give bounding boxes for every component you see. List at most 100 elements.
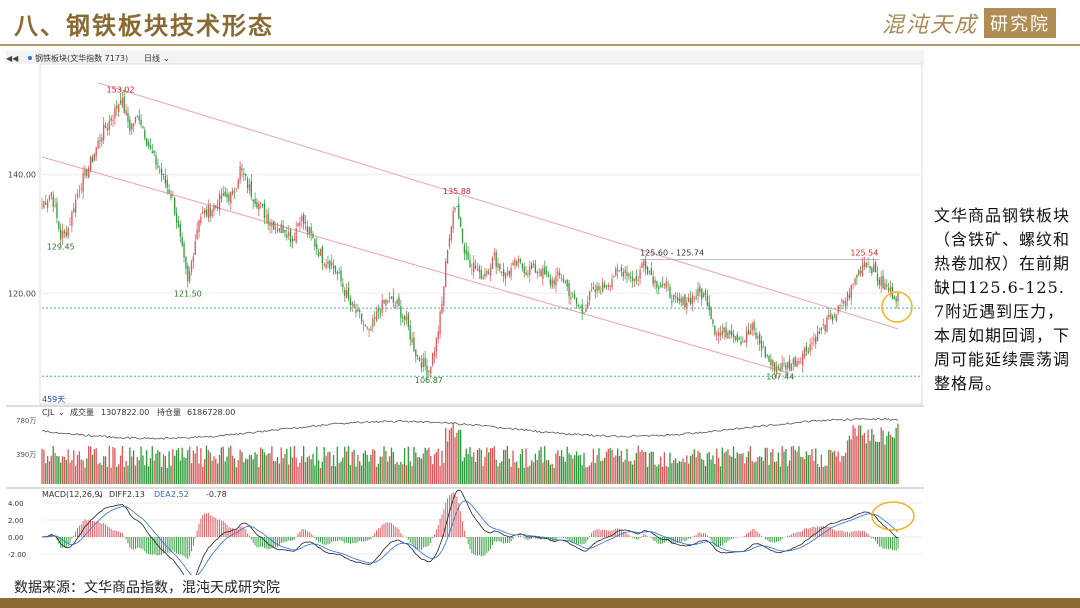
volume-bar xyxy=(878,441,880,484)
volume-bar xyxy=(486,447,488,484)
volume-bar xyxy=(738,453,740,484)
candle-body xyxy=(286,234,288,238)
volume-bar xyxy=(104,456,107,484)
candle-body xyxy=(230,192,232,204)
candle-body xyxy=(310,227,312,234)
volume-indicator-name[interactable]: CJL xyxy=(42,408,55,417)
volume-bar xyxy=(659,456,662,484)
candle-body xyxy=(273,221,275,230)
candle-body xyxy=(413,337,415,351)
volume-bar xyxy=(224,461,226,484)
chevron-down-icon[interactable]: ⌄ xyxy=(163,54,170,63)
volume-bar xyxy=(766,447,768,484)
candle-body xyxy=(863,262,866,267)
candle-body xyxy=(820,327,823,331)
volume-bar xyxy=(852,425,854,484)
volume-bar xyxy=(845,452,847,484)
candle-body xyxy=(146,137,148,146)
volume-bar xyxy=(717,457,720,484)
volume-bar xyxy=(465,448,467,484)
candle-body xyxy=(781,363,783,370)
volume-bar xyxy=(551,463,553,484)
volume-bar xyxy=(680,461,682,484)
candle-body xyxy=(671,300,673,303)
candle-body xyxy=(385,299,387,306)
volume-bar xyxy=(669,452,671,484)
candle-body xyxy=(387,300,389,303)
candle-body xyxy=(514,259,516,266)
candle-body xyxy=(581,304,583,313)
logo-script: 混沌天成 xyxy=(881,13,978,38)
volume-bar xyxy=(286,448,288,484)
candle-body xyxy=(140,120,142,125)
toolbar-icon[interactable]: ◀◀ xyxy=(6,54,19,63)
volume-bar xyxy=(265,455,267,484)
peak-label: 125.54 xyxy=(850,248,878,257)
candle-body xyxy=(602,282,604,292)
candle-body xyxy=(129,119,131,131)
volume-bar xyxy=(138,460,140,484)
volume-bar xyxy=(155,453,157,484)
macd-name[interactable]: MACD(12,26,9) xyxy=(42,490,103,499)
volume-bar xyxy=(136,457,138,484)
volume-bar xyxy=(217,463,219,484)
volume-bar xyxy=(355,466,357,484)
volume-bar xyxy=(770,451,772,484)
volume-bar xyxy=(856,435,858,484)
chevron-down-icon[interactable]: ⌄ xyxy=(58,408,65,417)
candle-body xyxy=(334,266,337,273)
candle-body xyxy=(246,178,249,189)
volume-bar xyxy=(76,455,79,484)
candle-body xyxy=(744,340,746,343)
candle-body xyxy=(738,337,740,340)
volume-bar xyxy=(187,450,189,484)
volume-bar xyxy=(312,453,314,484)
volume-bar xyxy=(861,435,864,484)
volume-bar xyxy=(751,460,753,484)
candle-body xyxy=(787,362,789,369)
volume-bar xyxy=(303,446,305,484)
candle-body xyxy=(830,313,832,319)
candle-body xyxy=(319,249,322,256)
candle-body xyxy=(574,294,576,299)
volume-bar xyxy=(394,464,396,484)
volume-bar xyxy=(682,458,684,484)
volume-bar xyxy=(714,463,716,484)
volume-bar xyxy=(347,446,350,484)
candle-body xyxy=(78,190,81,192)
volume-bar xyxy=(308,455,310,484)
candle-body xyxy=(762,346,765,348)
candle-body xyxy=(194,241,196,255)
candle-body xyxy=(101,137,103,142)
volume-bar xyxy=(882,430,884,484)
candle-body xyxy=(360,313,363,322)
candle-body xyxy=(809,344,811,353)
candle-body xyxy=(559,272,561,276)
candle-body xyxy=(560,277,563,279)
candle-body xyxy=(250,181,252,197)
candle-body xyxy=(336,272,338,274)
candle-body xyxy=(557,271,559,276)
candle-body xyxy=(712,319,714,324)
candle-body xyxy=(759,333,761,344)
candle-body xyxy=(637,279,639,281)
volume-bar xyxy=(377,463,380,484)
candle-body xyxy=(91,156,94,162)
candle-body xyxy=(218,194,221,211)
candle-body xyxy=(45,202,47,205)
volume-bar xyxy=(473,452,475,484)
volume-bar xyxy=(198,463,200,484)
volume-bar xyxy=(215,458,217,484)
diff-label: DIFF xyxy=(109,490,127,499)
volume-bar xyxy=(431,464,434,484)
volume-bar xyxy=(235,467,238,484)
candle-body xyxy=(837,305,839,313)
candle-body xyxy=(757,336,759,339)
candle-body xyxy=(831,315,834,321)
candle-body xyxy=(407,313,409,327)
chart-svg: ◀◀ 钢铁板块(文华指数 7173) 日线 ⌄ 140.00 120.00 129… xyxy=(6,50,924,584)
chevron-down-icon[interactable]: ⌄ xyxy=(97,490,104,499)
candle-body xyxy=(351,302,353,306)
period-selector[interactable]: 日线 xyxy=(144,53,160,63)
volume-bar xyxy=(574,455,576,484)
